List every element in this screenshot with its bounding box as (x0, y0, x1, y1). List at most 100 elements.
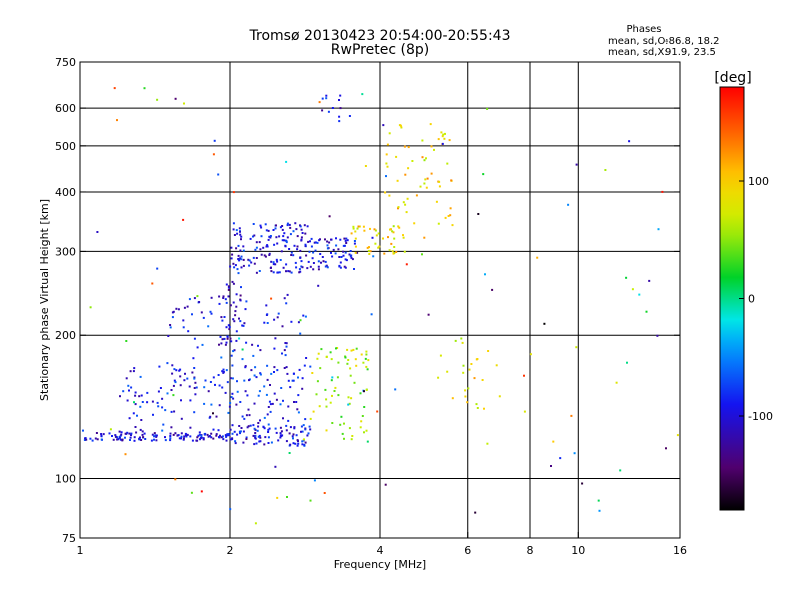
data-point (297, 411, 300, 414)
data-point (385, 153, 388, 156)
data-point (266, 413, 269, 416)
data-point (279, 426, 282, 429)
data-point (203, 386, 206, 389)
data-point (304, 315, 307, 318)
data-point (226, 337, 229, 340)
data-point (363, 390, 365, 393)
data-point (255, 442, 258, 445)
data-point (229, 337, 232, 340)
data-point (405, 211, 408, 214)
data-point (257, 344, 259, 347)
data-point (306, 225, 309, 228)
data-point (184, 432, 187, 435)
data-point (157, 390, 160, 393)
data-point (366, 246, 369, 249)
data-point (227, 411, 230, 414)
data-point (451, 397, 454, 400)
data-point (289, 386, 292, 389)
data-point (425, 157, 427, 160)
data-point (210, 403, 213, 406)
data-point (304, 441, 307, 444)
data-point (207, 390, 210, 393)
data-point (231, 253, 234, 256)
data-point (344, 356, 347, 359)
data-point (324, 238, 326, 241)
data-point (263, 416, 266, 419)
data-point (140, 394, 143, 397)
data-point (306, 434, 309, 437)
data-point (232, 222, 235, 225)
data-point (413, 222, 416, 225)
data-point (321, 109, 324, 112)
data-point (254, 366, 257, 369)
data-point (317, 265, 320, 268)
data-point (267, 423, 270, 426)
data-point (173, 410, 176, 413)
data-point (291, 379, 294, 382)
data-point (227, 286, 230, 289)
data-point (233, 430, 236, 433)
data-point (267, 436, 270, 439)
colorbar-tick-label: 0 (748, 293, 755, 306)
data-point (295, 228, 298, 231)
data-point (266, 378, 269, 381)
data-point (232, 262, 235, 265)
data-point (259, 436, 262, 439)
data-point (384, 191, 387, 194)
data-point (218, 436, 220, 439)
data-point (280, 387, 283, 389)
data-point (272, 263, 275, 266)
data-point (132, 370, 135, 373)
data-point (300, 236, 303, 239)
data-point (298, 271, 301, 274)
data-point (437, 138, 440, 141)
data-point (310, 237, 313, 240)
data-point (377, 246, 380, 249)
data-point (229, 438, 232, 441)
data-point (529, 353, 532, 356)
data-point (109, 428, 112, 431)
data-point (189, 435, 192, 438)
data-point (345, 242, 348, 244)
data-point (191, 371, 194, 374)
data-point (399, 124, 402, 127)
data-point (363, 431, 365, 434)
data-point (293, 244, 296, 247)
data-point (120, 438, 122, 441)
data-point (354, 230, 357, 233)
data-point (266, 313, 269, 316)
data-point (197, 434, 200, 437)
data-point (141, 433, 144, 436)
data-point (229, 304, 232, 307)
data-point (625, 276, 628, 279)
data-point (421, 139, 424, 142)
data-point (210, 312, 213, 315)
data-point (397, 207, 399, 210)
data-point (339, 94, 342, 97)
data-point (172, 394, 175, 397)
data-point (570, 414, 573, 417)
data-point (351, 435, 354, 437)
data-point (290, 251, 293, 254)
data-point (274, 337, 277, 340)
data-point (346, 239, 349, 242)
data-point (297, 376, 299, 379)
colorbar-ticks: 100 0 -100 (739, 175, 773, 423)
data-point (134, 403, 137, 406)
data-point (344, 258, 347, 261)
data-point (183, 102, 185, 105)
data-point (227, 285, 230, 288)
data-point (357, 225, 360, 228)
data-point (270, 260, 273, 263)
data-point (161, 429, 164, 432)
data-point (393, 237, 396, 240)
data-point (235, 305, 238, 308)
data-point (286, 496, 288, 498)
data-point (155, 434, 158, 437)
data-point (347, 396, 350, 399)
data-point (89, 306, 92, 309)
data-point (365, 429, 368, 432)
data-point (249, 424, 252, 427)
data-point (264, 255, 267, 258)
data-point (118, 430, 121, 433)
